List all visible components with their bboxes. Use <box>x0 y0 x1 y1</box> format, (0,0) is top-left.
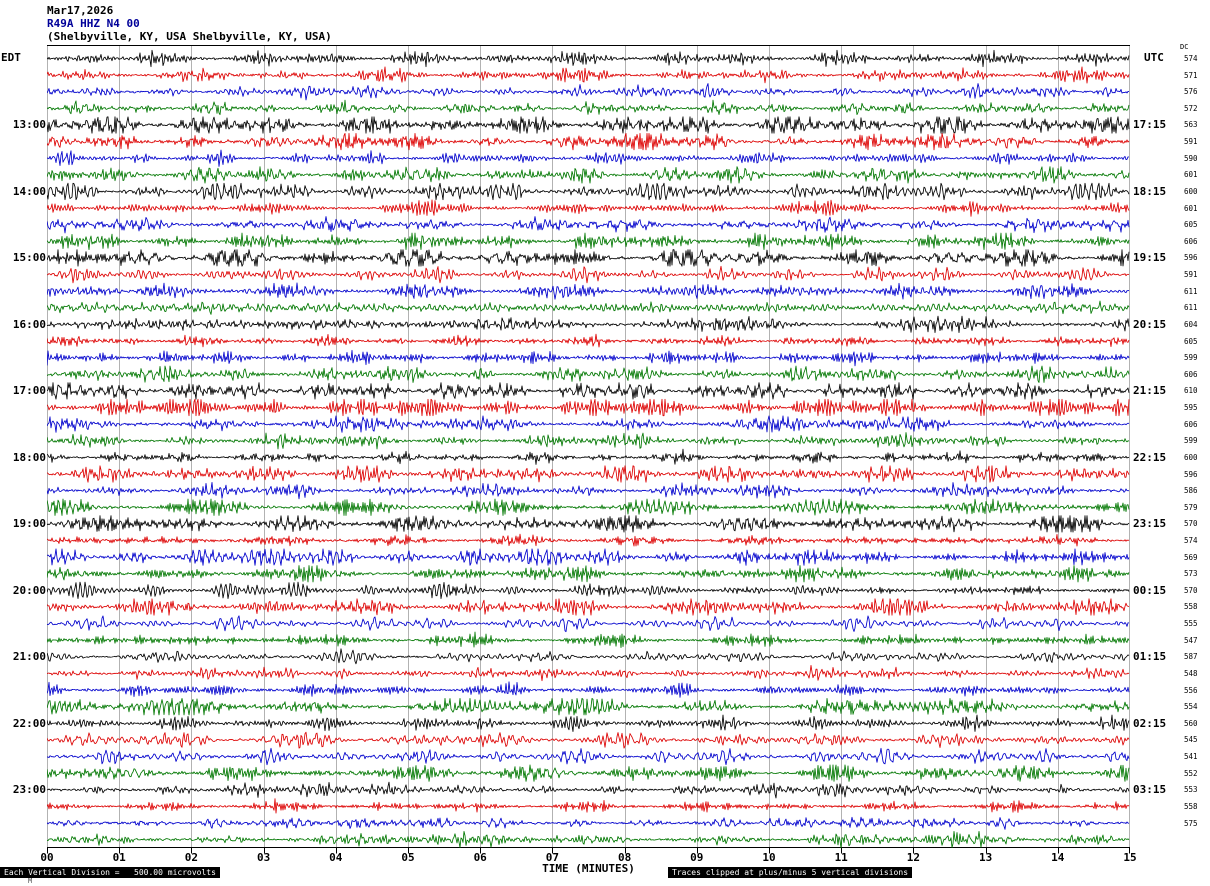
dc-offset-value: 574 <box>1184 535 1198 545</box>
dc-offset-value: 571 <box>1184 70 1198 80</box>
dc-offset-value: 601 <box>1184 170 1198 180</box>
dc-offset-value: 601 <box>1184 203 1198 213</box>
dc-offset-value: 610 <box>1184 386 1198 396</box>
dc-offset-value: 606 <box>1184 419 1198 429</box>
dc-offset-value: 600 <box>1184 452 1198 462</box>
dc-offset-value: 611 <box>1184 303 1198 313</box>
dc-offset-value: 558 <box>1184 602 1198 612</box>
dc-offset-value: 574 <box>1184 54 1198 63</box>
header-date: Mar17,2026 <box>47 4 114 17</box>
x-axis-tick-label: 06 <box>473 851 487 864</box>
x-axis-tick-label: 10 <box>762 851 776 864</box>
edt-hour-label: 20:00 <box>12 583 46 597</box>
edt-hour-label: 23:00 <box>12 783 46 797</box>
footer-clip-note: Traces clipped at plus/minus 5 vertical … <box>668 867 913 878</box>
dc-offset-value: 545 <box>1184 735 1198 745</box>
edt-hour-label: 15:00 <box>12 251 46 265</box>
dc-offset-value: 591 <box>1184 137 1198 147</box>
dc-offset-value: 570 <box>1184 585 1198 595</box>
x-axis-tick-label: 09 <box>690 851 704 864</box>
x-axis-title: TIME (MINUTES) <box>542 862 635 875</box>
utc-hour-label: 03:15 <box>1133 783 1167 797</box>
seismogram-trace-plot <box>47 45 1130 855</box>
dc-offset-value: 605 <box>1184 220 1198 230</box>
dc-offset-value: 555 <box>1184 619 1198 629</box>
dc-offset-value: 541 <box>1184 752 1198 762</box>
edt-hour-label: 14:00 <box>12 184 46 198</box>
footer-scale-note: Each Vertical Division = 500.00 microvol… <box>0 867 220 878</box>
x-axis-tick-label: 14 <box>1051 851 1065 864</box>
dc-offset-value: 605 <box>1184 336 1198 346</box>
x-axis-tick-label: 07 <box>545 851 560 864</box>
x-axis-tick-label: 13 <box>978 851 993 864</box>
x-axis-tick-label: 00 <box>40 851 54 864</box>
x-axis-tick-label: 11 <box>834 851 848 864</box>
dc-offset-value: 606 <box>1184 236 1198 246</box>
dc-column-label: DC <box>1180 43 1189 51</box>
edt-hour-label: 13:00 <box>12 118 46 132</box>
dc-offset-value: 547 <box>1184 635 1198 645</box>
utc-hour-label: 01:15 <box>1133 650 1167 664</box>
edt-hour-label: 17:00 <box>12 384 46 398</box>
dc-offset-value: 591 <box>1184 270 1198 280</box>
dc-offset-value: 590 <box>1184 153 1198 163</box>
dc-offset-value: 606 <box>1184 369 1198 379</box>
x-axis-tick-label: 05 <box>401 851 415 864</box>
corner-mark: M <box>28 877 33 885</box>
dc-offset-value: 576 <box>1184 87 1198 97</box>
utc-hour-label: 20:15 <box>1133 317 1167 331</box>
dc-offset-value: 586 <box>1184 486 1198 496</box>
x-axis-tick-label: 08 <box>617 851 632 864</box>
dc-offset-value: 596 <box>1184 253 1198 263</box>
dc-offset-value: 548 <box>1184 668 1198 678</box>
dc-offset-value: 570 <box>1184 519 1198 529</box>
utc-hour-label: 02:15 <box>1133 716 1167 730</box>
dc-offset-value: 558 <box>1184 801 1198 811</box>
edt-hour-label: 22:00 <box>12 716 46 730</box>
dc-offset-value: 553 <box>1184 785 1198 795</box>
dc-offset-value: 563 <box>1184 120 1198 130</box>
x-axis-tick-label: 15 <box>1123 851 1137 864</box>
utc-hour-label: 22:15 <box>1133 450 1167 464</box>
dc-offset-value: 604 <box>1184 319 1198 329</box>
right-timezone-label: UTC <box>1144 51 1164 64</box>
dc-offset-value: 596 <box>1184 469 1198 479</box>
left-timezone-label: EDT <box>1 51 21 64</box>
dc-offset-value: 600 <box>1184 186 1198 196</box>
dc-offset-value: 579 <box>1184 502 1198 512</box>
x-axis-tick-label: 03 <box>256 851 271 864</box>
dc-offset-value: 595 <box>1184 403 1198 413</box>
x-axis-tick-label: 12 <box>906 851 921 864</box>
edt-hour-label: 16:00 <box>12 317 46 331</box>
dc-offset-value: 599 <box>1184 353 1198 363</box>
dc-offset-value: 573 <box>1184 569 1198 579</box>
utc-hour-label: 00:15 <box>1133 583 1167 597</box>
utc-hour-label: 21:15 <box>1133 384 1167 398</box>
edt-hour-label: 19:00 <box>12 517 46 531</box>
dc-offset-value: 560 <box>1184 718 1198 728</box>
dc-offset-value: 575 <box>1184 818 1198 828</box>
dc-offset-value: 572 <box>1184 103 1198 113</box>
dc-offset-value: 552 <box>1184 768 1198 778</box>
dc-offset-value: 569 <box>1184 552 1198 562</box>
plot-header: Mar17,2026 R49A HHZ N4 00 (Shelbyville, … <box>47 4 332 43</box>
utc-hour-label: 17:15 <box>1133 118 1167 132</box>
dc-offset-value: 587 <box>1184 652 1198 662</box>
dc-offset-value: 554 <box>1184 702 1198 712</box>
header-station-location: (Shelbyville, KY, USA Shelbyville, KY, U… <box>47 30 332 43</box>
x-axis-tick-label: 01 <box>112 851 126 864</box>
utc-hour-label: 23:15 <box>1133 517 1167 531</box>
utc-hour-label: 18:15 <box>1133 184 1167 198</box>
header-station-id: R49A HHZ N4 00 <box>47 17 140 30</box>
dc-offset-value: 556 <box>1184 685 1198 695</box>
dc-offset-value: 599 <box>1184 436 1198 446</box>
edt-hour-label: 21:00 <box>12 650 46 664</box>
edt-hour-label: 18:00 <box>12 450 46 464</box>
utc-hour-label: 19:15 <box>1133 251 1167 265</box>
x-axis-tick-label: 04 <box>329 851 343 864</box>
dc-offset-value: 611 <box>1184 286 1198 296</box>
x-axis-tick-label: 02 <box>184 851 199 864</box>
